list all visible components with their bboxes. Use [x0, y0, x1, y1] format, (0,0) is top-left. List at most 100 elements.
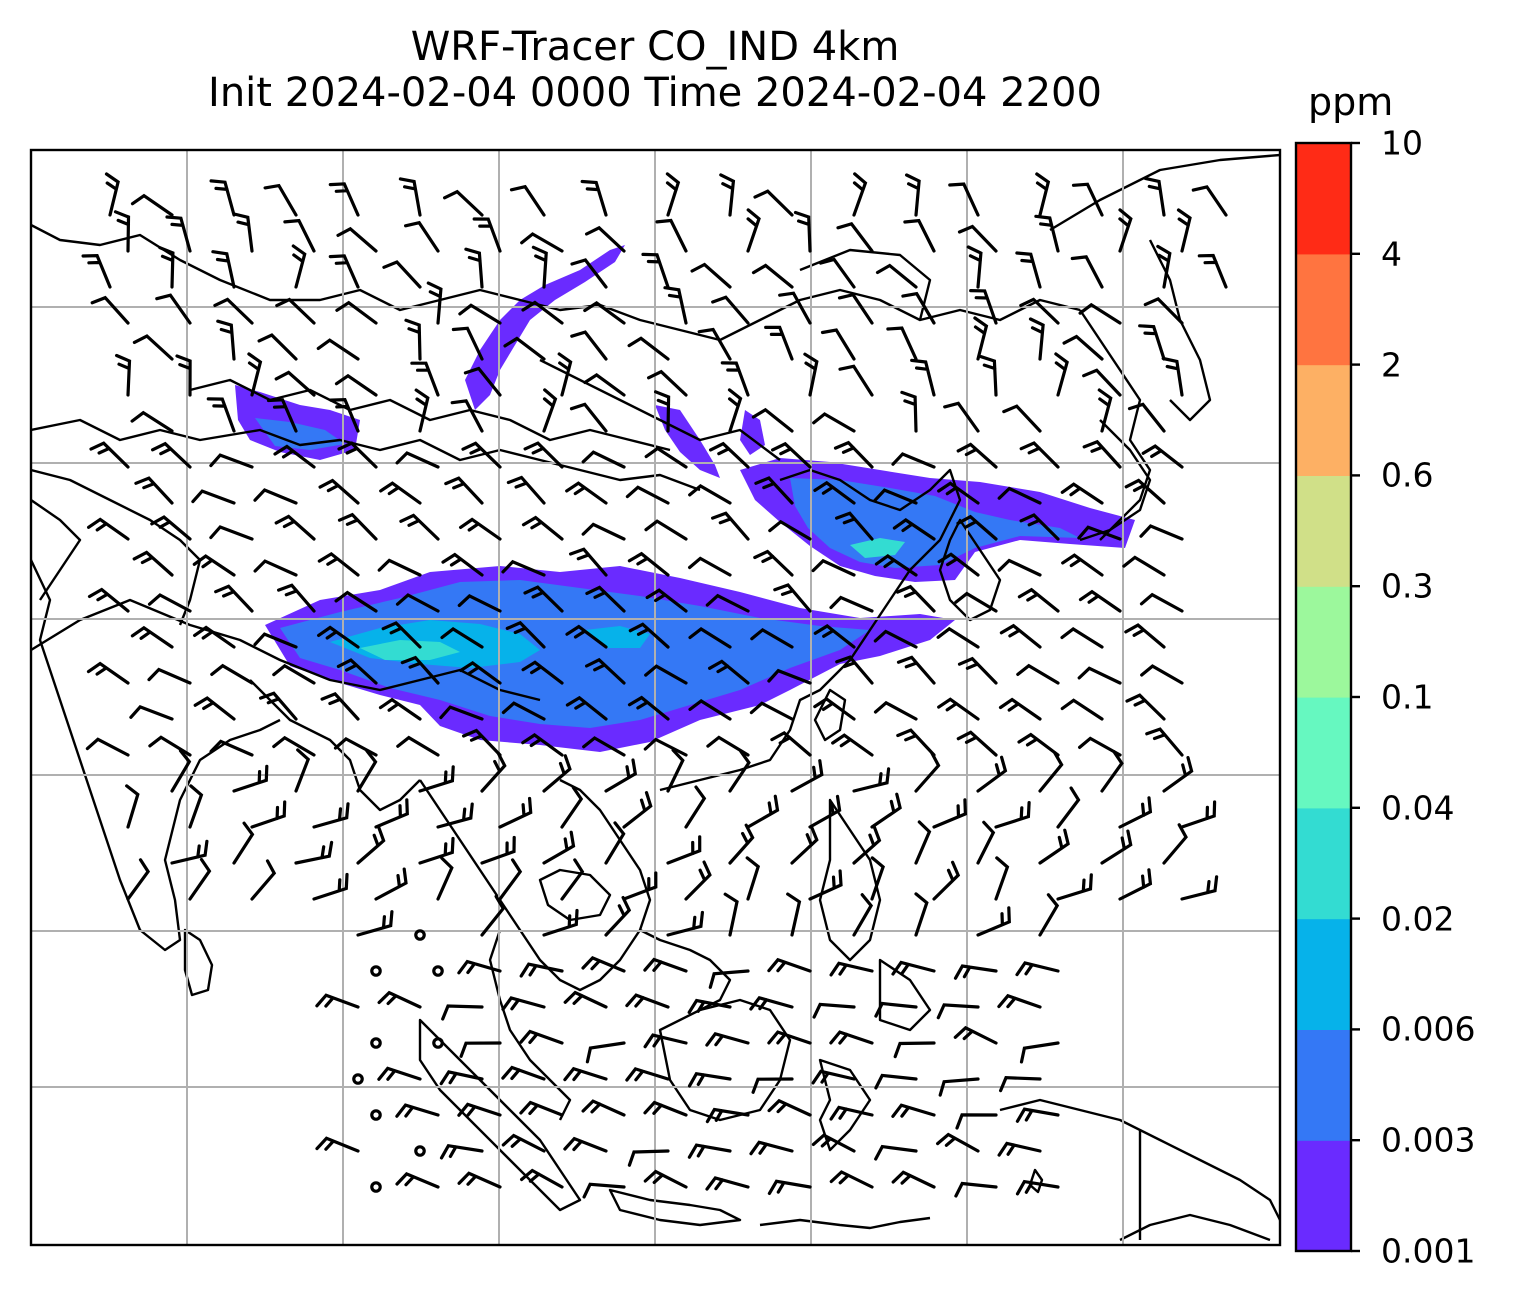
chart-title: WRF-Tracer CO_IND 4km Init 2024-02-04 00…	[30, 24, 1280, 116]
wind-barb	[627, 695, 670, 721]
wind-barb	[450, 399, 484, 433]
colorbar-tick-label: 0.04	[1381, 788, 1455, 828]
wind-barb	[188, 784, 204, 829]
wind-barb	[1161, 356, 1184, 397]
wind-barb	[317, 551, 360, 577]
wind-barb	[336, 226, 378, 253]
border-4	[31, 468, 202, 626]
wind-barb	[999, 623, 1042, 649]
wind-barb	[291, 244, 307, 289]
wind-barb	[937, 552, 980, 577]
wind-barb	[336, 658, 378, 685]
wind-barb	[874, 1073, 918, 1090]
wind-barb	[654, 390, 671, 433]
new-guinea-south	[1119, 1213, 1271, 1242]
wind-barb	[523, 585, 564, 613]
wind-barb	[997, 558, 1042, 577]
wind-barb	[399, 513, 440, 541]
wind-barb	[966, 245, 983, 289]
wind-barb	[315, 1136, 360, 1153]
wind-barb	[274, 514, 316, 541]
border-5	[31, 499, 82, 601]
wind-barb	[501, 996, 546, 1011]
wind-barb	[892, 518, 936, 541]
wind-barb	[1071, 182, 1104, 217]
wind-barb	[1015, 1179, 1060, 1196]
wind-barb	[829, 1170, 874, 1189]
wind-barb	[829, 1105, 874, 1121]
wind-barb	[708, 969, 750, 989]
wind-barb	[451, 326, 484, 361]
plume-faint	[465, 245, 625, 410]
wind-barb	[728, 749, 751, 793]
calm-wind-marker	[370, 1109, 382, 1121]
wind-barb	[938, 1077, 980, 1097]
calm-wind-marker	[352, 1073, 364, 1085]
wind-barb	[709, 441, 750, 469]
wind-barb	[644, 519, 688, 541]
wind-barb	[132, 550, 174, 577]
wind-barb	[643, 1100, 688, 1117]
wind-barb	[457, 959, 502, 975]
wind-barb	[665, 172, 681, 217]
wind-barb	[655, 218, 688, 253]
wind-barb	[1082, 368, 1122, 397]
wind-barb	[684, 860, 712, 901]
colorbar-tick-label: 0.3	[1381, 566, 1434, 606]
wind-barb	[585, 1041, 626, 1064]
wind-barb	[90, 295, 130, 325]
wind-barb	[891, 452, 936, 469]
wind-barb	[943, 401, 980, 433]
wind-barb	[1197, 253, 1228, 289]
wind-barb	[583, 372, 626, 397]
wind-barb	[209, 525, 254, 541]
wind-barb	[1127, 402, 1166, 433]
wind-barb	[870, 856, 885, 901]
himalaya-border	[31, 598, 541, 702]
wind-barb	[870, 792, 902, 829]
wind-barb	[914, 892, 929, 937]
wind-barb	[891, 960, 936, 976]
wind-barb	[753, 549, 794, 577]
wind-barb	[1191, 185, 1228, 217]
wind-barb	[811, 558, 856, 577]
wind-barb	[130, 410, 174, 433]
calm-wind-marker	[432, 965, 444, 977]
wind-barb	[505, 620, 546, 649]
wind-barb	[719, 173, 736, 217]
wind-barb	[581, 955, 626, 973]
wind-barb	[459, 1041, 502, 1058]
wind-barb	[501, 701, 546, 721]
wind-barb	[852, 172, 868, 217]
wind-barb	[936, 626, 980, 649]
wind-barb	[874, 1001, 918, 1018]
colorbar-tick-label: 0.006	[1381, 1009, 1476, 1049]
wind-barb	[377, 1066, 422, 1081]
wind-barb	[503, 336, 546, 361]
wind-barb	[645, 588, 688, 613]
gulf-coast	[639, 928, 732, 1012]
wind-barb	[874, 554, 918, 577]
wind-barb	[312, 872, 349, 901]
wind-barb	[749, 1140, 794, 1156]
wind-barb	[462, 728, 502, 757]
wind-barb	[213, 297, 254, 325]
wind-barb	[936, 1132, 980, 1153]
wind-barb	[1124, 478, 1166, 505]
wind-barb	[250, 859, 277, 901]
wind-barb	[542, 388, 558, 433]
wind-barb	[581, 522, 626, 541]
wind-barb	[1180, 875, 1219, 901]
wind-barb	[627, 336, 670, 361]
wind-barb	[643, 1033, 688, 1049]
wind-barb	[956, 730, 998, 757]
wind-barb	[317, 625, 360, 649]
wind-barb	[1139, 524, 1184, 541]
wind-barb	[191, 489, 236, 505]
wind-barb	[320, 692, 360, 721]
wind-barb	[155, 293, 192, 325]
wind-barb	[936, 1003, 980, 1020]
wind-barb	[253, 559, 298, 577]
colorbar-segment	[1296, 1029, 1351, 1141]
